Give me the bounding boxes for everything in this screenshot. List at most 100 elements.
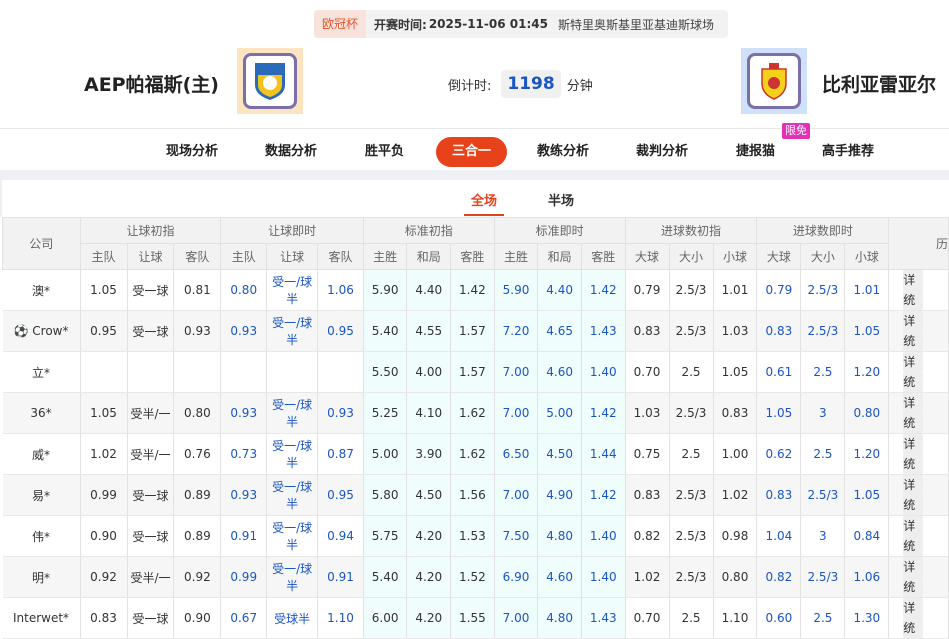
odds-cell: 0.83 [713,392,758,434]
stats-button[interactable]: 统 [903,536,924,556]
stats-button[interactable]: 统 [903,372,924,392]
company-name[interactable]: 澳* [2,269,81,311]
detail-button[interactable]: 详 [903,434,924,454]
detail-button[interactable]: 详 [903,557,924,577]
subheader: 大球 [756,243,802,270]
odds-cell: 1.40 [581,515,626,557]
odds-cell: 1.40 [581,351,626,393]
odds-cell: 5.25 [363,392,408,434]
odds-cell: 4.40 [537,269,582,311]
tab-jiebaomao[interactable]: 捷报猫 [736,144,776,159]
odds-cell: 5.40 [363,556,408,598]
detail-button[interactable]: 详 [903,516,924,536]
odds-cell: 受一/球半 [266,310,319,352]
odds-cell: 0.80 [220,269,268,311]
odds-cell: 1.43 [581,310,626,352]
odds-cell: 受一/球半 [266,269,319,311]
detail-button[interactable]: 详 [903,393,924,413]
odds-cell [317,351,364,393]
actions-cell: 详统 [888,392,949,434]
odds-cell: 1.57 [450,310,495,352]
free-badge: 限免 [782,123,810,139]
detail-button[interactable]: 详 [903,352,924,372]
away-team-logo[interactable] [741,48,807,114]
league-tag[interactable]: 欧冠杯 [314,10,367,38]
detail-button[interactable]: 详 [903,270,924,290]
stats-button[interactable]: 统 [903,618,924,638]
odds-cell: 1.30 [844,597,890,639]
odds-cell: 0.76 [173,433,222,475]
table-row: 明* 0.92 受半/一 0.92 0.99 受一/球半 0.91 5.40 4.20 1.52 6… [2,556,949,598]
odds-cell: 0.80 [173,392,222,434]
tab-live-analysis[interactable]: 现场分析 [166,144,219,159]
odds-cell: 0.94 [317,515,364,557]
odds-cell: 2.5 [669,433,714,475]
odds-cell: 0.92 [80,556,128,598]
table-row: 澳* 1.05 受一球 0.81 0.80 受一/球半 1.06 5.90 4.40 1.42 5.… [2,269,949,311]
detail-button[interactable]: 详 [903,598,924,618]
odds-cell [266,351,319,393]
company-name[interactable]: 伟* [2,515,81,557]
odds-cell: 4.50 [406,474,452,516]
subheader: 小球 [712,243,758,270]
tab-data-analysis[interactable]: 数据分析 [265,144,318,159]
odds-cell: 4.20 [406,597,452,639]
odds-cell: 5.80 [363,474,408,516]
odds-cell: 0.95 [317,310,364,352]
stats-button[interactable]: 统 [903,290,924,310]
odds-cell: 2.5/3 [669,310,714,352]
match-info-bar: 欧冠杯 开赛时间: 2025-11-06 01:45 斯特里奥斯基里亚基迪斯球场 [314,10,728,38]
detail-button[interactable]: 详 [903,311,924,331]
home-team-logo[interactable] [237,48,303,114]
company-name[interactable]: 立* [2,351,81,393]
odds-cell: 1.43 [581,597,626,639]
table-row: ⚽ Crow* 0.95 受一球 0.93 0.93 受一/球半 0.95 5.40 4.55 1… [2,310,949,352]
col-history: 历 [888,217,949,270]
odds-cell: 6.90 [494,556,539,598]
odds-cell: 受一球 [127,597,175,639]
stats-button[interactable]: 统 [903,495,924,515]
detail-button[interactable]: 详 [903,475,924,495]
odds-cell: 1.40 [581,556,626,598]
home-team-name[interactable]: AEP帕福斯(主) [84,74,219,96]
odds-cell: 7.00 [494,597,539,639]
odds-cell: 1.00 [713,433,758,475]
stats-button[interactable]: 统 [903,454,924,474]
odds-cell: 1.55 [450,597,495,639]
company-name[interactable]: 威* [2,433,81,475]
odds-cell: 0.81 [173,269,222,311]
subheader: 客队 [173,243,222,270]
away-team-name[interactable]: 比利亚雷亚尔 [822,74,937,96]
stats-button[interactable]: 统 [903,577,924,597]
company-name[interactable]: 明* [2,556,81,598]
odds-cell: 1.53 [450,515,495,557]
odds-cell: 2.5 [800,433,846,475]
subheader: 和局 [406,243,452,270]
odds-cell: 5.50 [363,351,408,393]
odds-cell: 0.95 [80,310,128,352]
tab-full-time[interactable]: 全场 [464,190,505,216]
kickoff-label: 开赛时间: [374,17,427,32]
tab-half-time[interactable]: 半场 [548,194,575,209]
tab-expert-picks[interactable]: 高手推荐 [822,144,875,159]
company-name[interactable]: ⚽ Crow* [2,310,81,352]
odds-cell: 0.91 [317,556,364,598]
odds-cell: 5.40 [363,310,408,352]
tab-referee-analysis[interactable]: 裁判分析 [636,144,689,159]
odds-cell: 受半/一 [127,556,175,598]
company-name[interactable]: Interwet* [2,597,81,639]
odds-cell: 2.5 [800,597,846,639]
company-name[interactable]: 易* [2,474,81,516]
odds-cell: 4.20 [406,556,452,598]
odds-cell: 受一/球半 [266,392,319,434]
odds-cell: 0.93 [220,392,268,434]
stats-button[interactable]: 统 [903,331,924,351]
company-name[interactable]: 36* [2,392,81,434]
tab-three-in-one[interactable]: 三合一 [436,137,508,167]
odds-cell: 0.95 [317,474,364,516]
tab-1x2[interactable]: 胜平负 [365,144,405,159]
stats-button[interactable]: 统 [903,413,924,433]
odds-cell: 3 [800,515,846,557]
odds-cell: 2.5/3 [669,269,714,311]
tab-coach-analysis[interactable]: 教练分析 [537,144,590,159]
